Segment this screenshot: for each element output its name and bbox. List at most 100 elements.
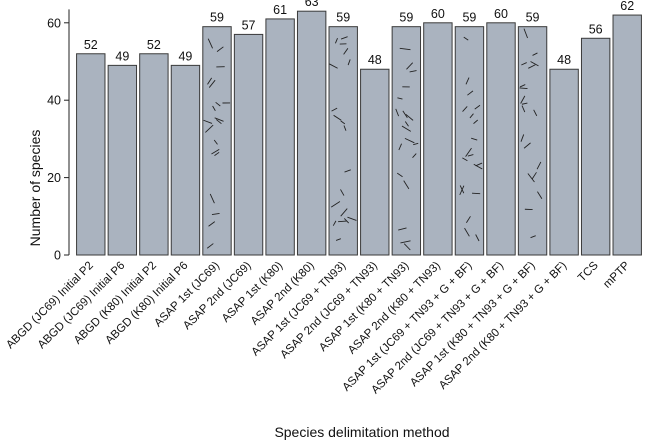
bar-value-label: 49 [178, 49, 192, 63]
hatch-mark [519, 87, 528, 89]
hatch-mark [467, 90, 474, 96]
hatch-mark [530, 61, 539, 67]
bar-value-label: 63 [305, 0, 319, 9]
bar [328, 26, 358, 256]
bar-value-label: 59 [526, 11, 540, 25]
hatch-mark [335, 238, 341, 241]
hatch-mark [404, 137, 415, 144]
bar-value-label: 60 [431, 7, 445, 21]
hatch-mark [216, 46, 224, 53]
hatch-mark [473, 163, 483, 170]
hatch-mark [528, 64, 536, 69]
hatch-mark [397, 97, 403, 100]
bar-value-label: 56 [589, 22, 603, 36]
hatch-mark [536, 161, 542, 170]
hatch-mark [521, 62, 527, 66]
bar [107, 64, 138, 256]
bar [202, 26, 232, 256]
hatch-mark [334, 38, 338, 44]
hatch-mark [333, 114, 342, 121]
hatch-mark [463, 36, 469, 41]
hatch-mark [395, 108, 400, 117]
hatch-mark [343, 48, 349, 55]
hatch-mark [206, 243, 214, 249]
bar-value-label: 59 [210, 11, 224, 25]
bar [454, 26, 485, 256]
hatch-mark [465, 147, 472, 157]
hatch-mark [215, 101, 221, 107]
hatch-mark [403, 180, 410, 190]
bar [233, 33, 264, 256]
bar-value-label: 59 [399, 11, 413, 25]
bar-hatch-pattern [519, 28, 543, 239]
bar-hatch-pattern [395, 47, 419, 251]
hatch-mark [398, 143, 402, 151]
hatch-mark [343, 125, 347, 131]
hatch-mark [330, 201, 341, 208]
hatch-mark [331, 107, 338, 112]
hatch-mark [329, 63, 338, 69]
bar [486, 22, 516, 256]
y-tick-label: 40 [47, 94, 61, 108]
hatch-mark [215, 119, 222, 125]
hatch-mark [338, 220, 347, 223]
hatch-mark [532, 52, 538, 56]
hatch-mark [466, 216, 471, 224]
hatch-mark [211, 149, 220, 155]
hatch-mark [475, 234, 480, 242]
hatch-mark [340, 36, 348, 40]
bar [170, 64, 201, 256]
bar-value-label: 59 [462, 11, 476, 25]
hatch-mark [471, 192, 481, 195]
hatch-mark [207, 38, 213, 49]
bar [423, 22, 453, 256]
hatch-mark [474, 104, 481, 110]
hatch-mark [462, 157, 468, 162]
hatch-mark [402, 110, 408, 118]
hatch-mark [475, 162, 483, 167]
bar-value-label: 62 [620, 0, 634, 13]
hatch-mark [469, 113, 474, 119]
hatch-mark [412, 153, 417, 158]
hatch-mark [531, 172, 537, 180]
hatch-mark [340, 208, 348, 217]
hatch-mark [401, 125, 412, 132]
y-axis-title: Number of species [27, 130, 43, 247]
hatch-mark [530, 235, 536, 239]
hatch-mark [347, 216, 357, 221]
hatch-mark [523, 142, 531, 149]
hatch-mark [459, 185, 465, 196]
bar [580, 37, 611, 256]
hatch-mark [403, 243, 411, 251]
hatch-mark [533, 109, 538, 117]
hatch-mark [214, 117, 224, 122]
x-tick-label: TCS [576, 259, 601, 284]
hatch-mark [399, 47, 411, 51]
hatch-mark [537, 191, 543, 199]
y-tick-label: 60 [47, 16, 61, 30]
bar-value-label: 52 [84, 38, 98, 52]
bar [265, 18, 295, 256]
hatch-mark [467, 154, 474, 157]
bar-value-label: 48 [557, 53, 571, 67]
hatch-mark [405, 113, 414, 121]
hatch-mark [208, 221, 216, 227]
bar [391, 26, 422, 256]
bar-value-label: 49 [115, 49, 129, 63]
bar-hatch-pattern [459, 36, 483, 242]
bar-hatch-pattern [329, 36, 357, 241]
hatch-mark [208, 79, 216, 88]
bar [296, 10, 327, 256]
hatch-mark [459, 185, 465, 194]
hatch-mark [465, 77, 470, 85]
hatch-mark [205, 124, 214, 133]
hatch-mark [211, 213, 220, 216]
hatch-mark [203, 119, 213, 124]
x-tick-label: mPTP [601, 259, 632, 290]
bar [517, 26, 548, 256]
bar-value-label: 48 [368, 53, 382, 67]
hatch-mark [404, 121, 409, 127]
bar [76, 53, 106, 256]
